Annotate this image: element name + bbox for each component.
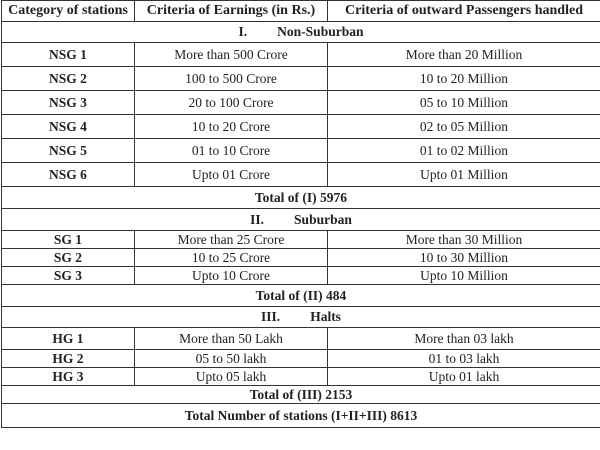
earnings-cell: Upto 05 lakh	[134, 367, 328, 386]
table-row: NSG 3 20 to 100 Crore 05 to 10 Million	[1, 90, 600, 115]
category-cell: NSG 4	[1, 114, 135, 139]
table-row: SG 1 More than 25 Crore More than 30 Mil…	[1, 230, 600, 249]
section-name: Halts	[310, 309, 341, 325]
header-passengers: Criteria of outward Passengers handled	[327, 0, 600, 22]
section-title: II. Suburban	[1, 208, 600, 231]
section-numeral: III.	[261, 309, 281, 325]
category-cell: NSG 3	[1, 90, 135, 115]
passengers-cell: More than 03 lakh	[327, 327, 600, 350]
category-cell: SG 1	[1, 230, 135, 249]
passengers-cell: 05 to 10 Million	[327, 90, 600, 115]
category-cell: SG 2	[1, 248, 135, 267]
earnings-cell: 20 to 100 Crore	[134, 90, 328, 115]
earnings-cell: 05 to 50 lakh	[134, 349, 328, 368]
passengers-cell: Upto 01 lakh	[327, 367, 600, 386]
table-row: NSG 2 100 to 500 Crore 10 to 20 Million	[1, 66, 600, 91]
passengers-cell: 10 to 20 Million	[327, 66, 600, 91]
category-cell: NSG 2	[1, 66, 135, 91]
earnings-cell: Upto 10 Crore	[134, 266, 328, 285]
passengers-cell: 02 to 05 Million	[327, 114, 600, 139]
passengers-cell: More than 30 Million	[327, 230, 600, 249]
section-title: I. Non-Suburban	[1, 21, 600, 43]
table-row: NSG 5 01 to 10 Crore 01 to 02 Million	[1, 138, 600, 163]
category-cell: HG 1	[1, 327, 135, 350]
table-row: HG 2 05 to 50 lakh 01 to 03 lakh	[1, 349, 600, 368]
header-row: Category of stations Criteria of Earning…	[1, 0, 600, 22]
section-heading-halts: III. Halts	[1, 306, 600, 328]
passengers-cell: 01 to 03 lakh	[327, 349, 600, 368]
table-row: HG 1 More than 50 Lakh More than 03 lakh	[1, 327, 600, 350]
category-cell: NSG 5	[1, 138, 135, 163]
category-cell: HG 3	[1, 367, 135, 386]
section-name: Suburban	[294, 211, 352, 227]
grand-total: Total Number of stations (I+II+III) 8613	[1, 403, 600, 428]
earnings-cell: Upto 01 Crore	[134, 162, 328, 187]
header-category: Category of stations	[1, 0, 135, 22]
section-title: III. Halts	[1, 306, 600, 328]
section-total-row: Total of (III) 2153	[1, 385, 600, 404]
earnings-cell: More than 25 Crore	[134, 230, 328, 249]
table-row: HG 3 Upto 05 lakh Upto 01 lakh	[1, 367, 600, 386]
section-total: Total of (III) 2153	[1, 385, 600, 404]
passengers-cell: Upto 10 Million	[327, 266, 600, 285]
table-row: SG 2 10 to 25 Crore 10 to 30 Million	[1, 248, 600, 267]
header-earnings: Criteria of Earnings (in Rs.)	[134, 0, 328, 22]
table-row: SG 3 Upto 10 Crore Upto 10 Million	[1, 266, 600, 285]
category-cell: NSG 1	[1, 42, 135, 67]
section-numeral: II.	[250, 211, 265, 227]
section-numeral: I.	[238, 24, 248, 40]
category-cell: NSG 6	[1, 162, 135, 187]
earnings-cell: 01 to 10 Crore	[134, 138, 328, 163]
table-row: NSG 4 10 to 20 Crore 02 to 05 Million	[1, 114, 600, 139]
earnings-cell: 10 to 25 Crore	[134, 248, 328, 267]
section-heading-suburban: II. Suburban	[1, 208, 600, 231]
section-total: Total of (I) 5976	[1, 186, 600, 209]
section-total: Total of (II) 484	[1, 284, 600, 307]
table-row: NSG 6 Upto 01 Crore Upto 01 Million	[1, 162, 600, 187]
section-name: Non-Suburban	[277, 24, 364, 40]
table-row: NSG 1 More than 500 Crore More than 20 M…	[1, 42, 600, 67]
category-cell: HG 2	[1, 349, 135, 368]
station-categories-table: Category of stations Criteria of Earning…	[1, 0, 600, 428]
earnings-cell: More than 500 Crore	[134, 42, 328, 67]
passengers-cell: 10 to 30 Million	[327, 248, 600, 267]
passengers-cell: 01 to 02 Million	[327, 138, 600, 163]
grand-total-row: Total Number of stations (I+II+III) 8613	[1, 403, 600, 428]
section-heading-non-suburban: I. Non-Suburban	[1, 21, 600, 43]
section-total-row: Total of (I) 5976	[1, 186, 600, 209]
section-total-row: Total of (II) 484	[1, 284, 600, 307]
earnings-cell: 100 to 500 Crore	[134, 66, 328, 91]
earnings-cell: More than 50 Lakh	[134, 327, 328, 350]
category-cell: SG 3	[1, 266, 135, 285]
passengers-cell: More than 20 Million	[327, 42, 600, 67]
passengers-cell: Upto 01 Million	[327, 162, 600, 187]
earnings-cell: 10 to 20 Crore	[134, 114, 328, 139]
